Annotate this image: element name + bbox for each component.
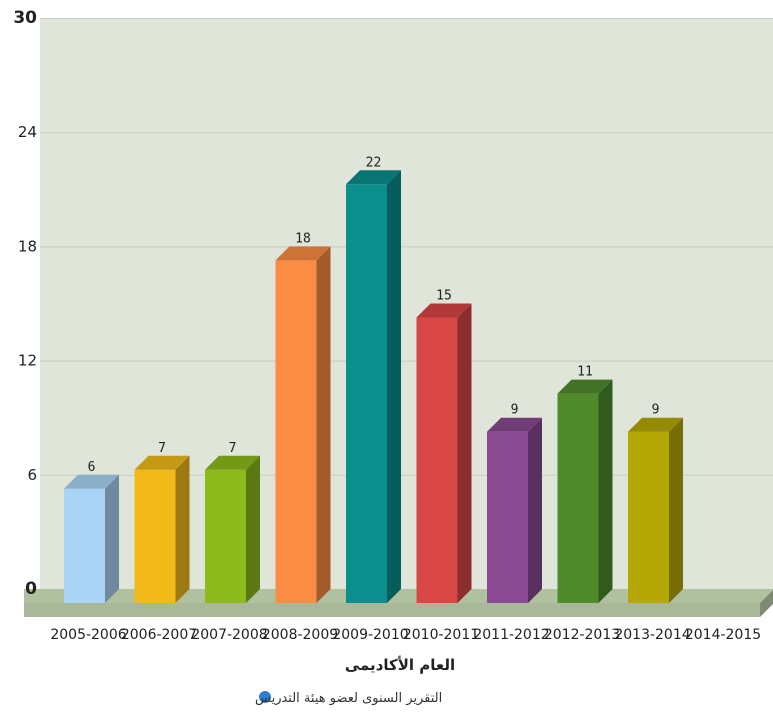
bar-top [275,246,331,261]
x-tick-label: 2013-2014 [614,627,690,643]
x-tick-label: 2012-2013 [544,627,620,643]
legend-marker-icon [259,691,271,703]
bar[interactable] [487,417,542,603]
bar-side [246,455,260,603]
bar-side [387,170,401,603]
y-axis-ticks: 0 6 12 18 24 30 [13,8,37,599]
bar-side [669,417,683,603]
bar-front [346,184,387,603]
bar-front [205,469,246,603]
x-tick-label: 2011-2012 [473,627,549,643]
bar-top [205,455,260,470]
bar[interactable] [416,303,472,604]
bar-front [275,260,317,603]
y-tick-label: 0 [25,579,37,599]
y-tick-label: 30 [13,8,37,28]
data-label: 11 [577,365,593,380]
bar[interactable] [557,379,613,603]
bar-front [557,393,599,603]
data-label: 9 [652,403,660,418]
data-label: 6 [88,460,96,475]
bar-side [105,474,119,603]
data-label: 7 [229,441,237,456]
bar-side [175,455,190,603]
bar-front [487,431,528,603]
x-tick-label: 2008-2009 [262,627,338,643]
bar[interactable] [275,246,331,603]
bar[interactable] [134,455,190,603]
x-tick-label: 2005-2006 [50,627,126,643]
x-tick-label: 2007-2008 [191,627,267,643]
legend-label: التقرير السنوى لعضو هيئة التدريس [255,691,442,706]
bar[interactable] [346,170,401,603]
bar-top [628,417,683,432]
data-label: 7 [158,441,166,456]
bar-top [487,417,542,432]
data-labels: 6 7 7 18 22 15 9 11 9 [88,155,660,475]
bar-top [557,379,613,394]
bar-top [134,455,190,470]
bars [64,170,683,603]
y-tick-label: 24 [18,123,37,141]
bar-side [316,246,331,603]
bar-front [134,469,176,603]
data-label: 9 [511,403,519,418]
x-tick-label: 2014-2015 [685,627,761,643]
bar-front [416,317,458,603]
floor-front [24,603,760,617]
bar-top [416,303,472,318]
x-tick-label: 2009-2010 [332,627,408,643]
x-tick-label: 2006-2007 [121,627,197,643]
data-label: 22 [366,155,382,170]
bar[interactable] [64,474,119,603]
bar-side [457,303,472,603]
bar-front [64,488,105,603]
x-tick-label: 2010-2011 [403,627,479,643]
floor-side [760,590,773,617]
bar-front [628,431,669,603]
bar-top [346,170,401,185]
y-tick-label: 12 [18,352,37,370]
bar-side [598,379,613,603]
bar[interactable] [628,417,683,603]
y-tick-label: 6 [27,466,37,484]
legend[interactable]: التقرير السنوى لعضو هيئة التدريس [255,691,442,706]
bar[interactable] [205,455,260,603]
bar-side [528,417,542,603]
data-label: 15 [436,289,452,304]
x-axis-labels: 2005-20062006-20072007-20082008-20092009… [50,627,761,643]
y-tick-label: 18 [18,237,37,255]
data-label: 18 [295,231,311,246]
x-axis-title: العام الأكاديمى [345,656,455,674]
bar-top [64,474,119,489]
